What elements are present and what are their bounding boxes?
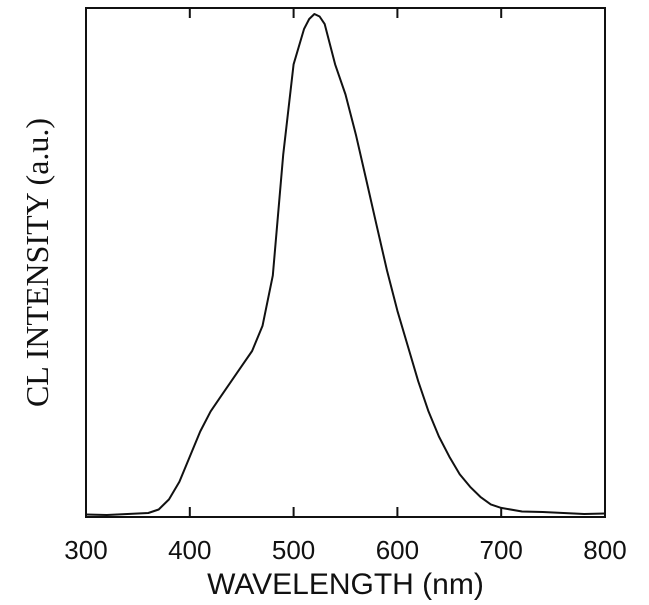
x-axis-tick-labels: 300 400 500 600 700 800 (64, 535, 626, 565)
x-axis-ticks (85, 8, 606, 517)
x-tick-label-700: 700 (480, 535, 523, 565)
x-tick-label-400: 400 (168, 535, 211, 565)
y-axis-label: CL INTENSITY (a.u.) (19, 118, 55, 407)
x-tick-label-500: 500 (272, 535, 315, 565)
x-tick-label-600: 600 (376, 535, 419, 565)
x-axis-label: WAVELENGTH (nm) (207, 568, 484, 601)
spectrum-line (85, 13, 606, 516)
plot-frame (85, 7, 606, 518)
x-tick-label-300: 300 (64, 535, 107, 565)
x-tick-label-800: 800 (583, 535, 626, 565)
